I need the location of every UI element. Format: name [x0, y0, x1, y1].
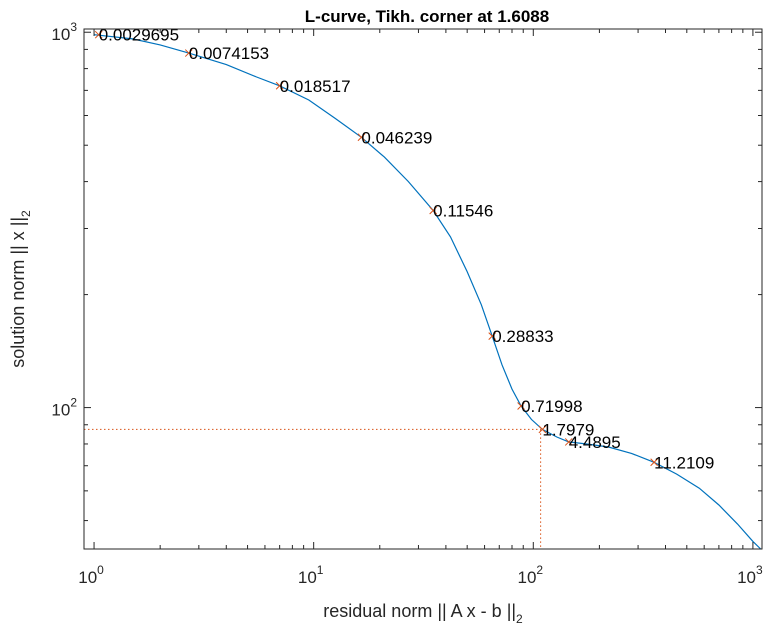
x-tick-label: 100: [78, 563, 104, 587]
point-marker: [184, 49, 193, 57]
y-tick-label: 102: [51, 396, 77, 420]
point-marker: [650, 458, 658, 467]
x-tick-label: 102: [517, 563, 543, 587]
point-marker: [357, 133, 366, 142]
point-label: 11.2109: [654, 453, 714, 472]
point-marker: [429, 206, 438, 215]
point-label: 0.28833: [492, 327, 553, 346]
axes: 100 101 102 103 102 103: [51, 20, 763, 587]
y-tick-label: 103: [51, 20, 77, 44]
point-label: 0.046239: [361, 128, 432, 147]
x-tick-label: 103: [737, 563, 763, 587]
plot-area: 0.0029695 0.0074153 0.018517 0.046239 0.1154…: [84, 26, 762, 550]
point-label: 1.7979: [542, 420, 594, 439]
point-marker: [488, 332, 497, 340]
point-marker: [564, 438, 573, 446]
point-marker: [275, 81, 284, 90]
axes-box: [83, 28, 763, 550]
point-label: 0.0074153: [189, 44, 269, 63]
x-axis-label: residual norm || A x - b ||2: [323, 601, 523, 626]
point-marker: [517, 402, 525, 410]
point-label: 0.018517: [280, 77, 351, 96]
point-label: 4.4895: [569, 433, 621, 452]
point-label: 0.0029695: [99, 26, 179, 45]
point-label: 0.11546: [433, 202, 493, 221]
point-label: 0.71998: [521, 397, 582, 416]
chart-title: L-curve, Tikh. corner at 1.6088: [305, 7, 549, 26]
x-tick-label: 101: [298, 563, 324, 587]
point-marker: [538, 425, 547, 434]
point-marker: [94, 30, 103, 39]
l-curve-line: [93, 34, 762, 550]
y-axis-label: solution norm || x ||2: [8, 210, 33, 368]
